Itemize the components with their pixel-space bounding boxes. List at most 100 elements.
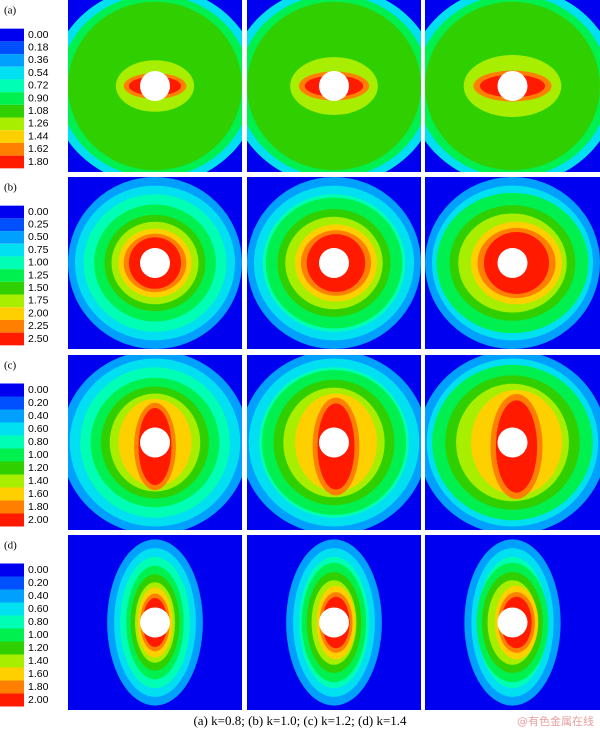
legend-label: 1.80 (28, 501, 49, 513)
hole (498, 608, 528, 638)
legend-label: 0.54 (28, 67, 49, 79)
legend-swatch (0, 642, 24, 655)
legend-swatch (0, 244, 24, 257)
hole (498, 248, 528, 278)
legend-label: 0.40 (28, 590, 49, 602)
legend-label: 0.00 (28, 29, 49, 41)
contour-panel (425, 177, 600, 349)
legend-label: 0.00 (28, 384, 49, 396)
hole (498, 428, 528, 458)
contour-panel (408, 0, 600, 185)
legend-label: 0.20 (28, 397, 49, 409)
contour-panel (61, 351, 249, 535)
legend-swatch (0, 256, 24, 269)
legend-swatch (0, 295, 24, 308)
legend-label: 0.18 (28, 41, 49, 53)
legend-swatch (0, 488, 24, 501)
legend-swatch (0, 320, 24, 333)
legend-label: 0.80 (28, 616, 49, 628)
legend-label: 0.50 (28, 231, 49, 243)
legend-label: 0.20 (28, 577, 49, 589)
legend-swatch (0, 462, 24, 475)
legend-swatch (0, 206, 24, 219)
legend-swatch (0, 436, 24, 449)
legend-swatch (0, 514, 24, 527)
legend-label: 0.60 (28, 423, 49, 435)
contour-panel (247, 535, 421, 710)
legend-swatch (0, 105, 24, 118)
contour-panel (68, 535, 242, 710)
legend-swatch (0, 590, 24, 603)
legend-swatch (0, 423, 24, 436)
contour-panel (240, 351, 428, 535)
caption: (a) k=0.8; (b) k=1.0; (c) k=1.2; (d) k=1… (193, 713, 407, 728)
legend-label: 0.40 (28, 410, 49, 422)
legend-label: 1.40 (28, 655, 49, 667)
legend-swatch (0, 333, 24, 346)
hole (319, 608, 349, 638)
legend-swatch (0, 67, 24, 80)
legend-label: 1.00 (28, 257, 49, 269)
legend-label: 2.50 (28, 333, 49, 345)
legend-swatch (0, 681, 24, 694)
hole (319, 248, 349, 278)
legend-label: 1.60 (28, 668, 49, 680)
legend-swatch (0, 449, 24, 462)
legend-swatch (0, 616, 24, 629)
legend-swatch (0, 501, 24, 514)
legend-label: 1.00 (28, 629, 49, 641)
legend-label: 1.60 (28, 488, 49, 500)
legend-label: 1.08 (28, 105, 49, 117)
legend-label: 0.00 (28, 564, 49, 576)
legend-swatch (0, 231, 24, 244)
legend-swatch (0, 629, 24, 642)
legend-swatch (0, 130, 24, 143)
row-label: (c) (4, 360, 17, 372)
row-label: (d) (4, 540, 17, 552)
legend-swatch (0, 218, 24, 231)
hole (140, 248, 170, 278)
legend-label: 0.72 (28, 80, 49, 92)
legend-swatch (0, 655, 24, 668)
legend-swatch (0, 282, 24, 295)
hole (319, 71, 349, 101)
legend-swatch (0, 269, 24, 282)
hole (498, 71, 528, 101)
legend-swatch (0, 603, 24, 616)
legend-label: 1.75 (28, 295, 49, 307)
legend-swatch (0, 79, 24, 92)
legend-swatch (0, 577, 24, 590)
legend-swatch (0, 384, 24, 397)
legend-label: 1.20 (28, 642, 49, 654)
legend-label: 1.00 (28, 449, 49, 461)
legend-swatch (0, 118, 24, 131)
legend-label: 2.00 (28, 514, 49, 526)
legend-swatch (0, 475, 24, 488)
legend-label: 2.00 (28, 694, 49, 706)
legend-label: 1.26 (28, 118, 49, 130)
legend-label: 1.44 (28, 130, 49, 142)
legend-label: 1.40 (28, 475, 49, 487)
legend-swatch (0, 156, 24, 169)
legend-label: 1.80 (28, 681, 49, 693)
legend-label: 0.25 (28, 218, 49, 230)
legend-label: 1.20 (28, 462, 49, 474)
legend-label: 1.50 (28, 282, 49, 294)
hole (140, 608, 170, 638)
legend-label: 0.80 (28, 436, 49, 448)
contour-panel (247, 177, 421, 349)
legend-swatch (0, 54, 24, 67)
contour-panel (425, 535, 600, 710)
legend-label: 0.00 (28, 206, 49, 218)
row-label: (b) (4, 182, 17, 194)
watermark: @有色金属在线 (517, 714, 594, 728)
legend-label: 0.90 (28, 92, 49, 104)
legend-swatch (0, 92, 24, 105)
legend-swatch (0, 397, 24, 410)
contour-panel (418, 351, 600, 535)
legend-swatch (0, 29, 24, 42)
hole (319, 428, 349, 458)
legend-swatch (0, 694, 24, 707)
contour-panel (51, 0, 260, 185)
